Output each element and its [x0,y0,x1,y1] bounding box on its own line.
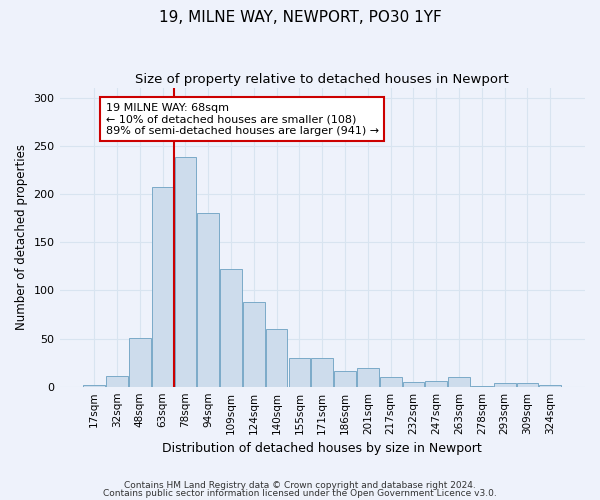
Y-axis label: Number of detached properties: Number of detached properties [15,144,28,330]
Bar [243,302,265,386]
Bar [425,381,447,386]
Bar [448,377,470,386]
Bar [197,214,219,386]
Bar [517,383,538,386]
Bar [152,188,173,386]
Bar [129,338,151,386]
Bar [403,382,424,386]
Bar [311,358,333,386]
Text: Contains public sector information licensed under the Open Government Licence v3: Contains public sector information licen… [103,488,497,498]
Text: 19 MILNE WAY: 68sqm
← 10% of detached houses are smaller (108)
89% of semi-detac: 19 MILNE WAY: 68sqm ← 10% of detached ho… [106,102,379,136]
Bar [175,158,196,386]
Bar [494,383,515,386]
Bar [106,376,128,386]
Bar [220,269,242,386]
Bar [83,385,105,386]
X-axis label: Distribution of detached houses by size in Newport: Distribution of detached houses by size … [163,442,482,455]
Text: Contains HM Land Registry data © Crown copyright and database right 2024.: Contains HM Land Registry data © Crown c… [124,481,476,490]
Bar [380,377,401,386]
Bar [266,329,287,386]
Bar [539,385,561,386]
Title: Size of property relative to detached houses in Newport: Size of property relative to detached ho… [136,72,509,86]
Bar [334,372,356,386]
Text: 19, MILNE WAY, NEWPORT, PO30 1YF: 19, MILNE WAY, NEWPORT, PO30 1YF [158,10,442,25]
Bar [289,358,310,386]
Bar [357,368,379,386]
